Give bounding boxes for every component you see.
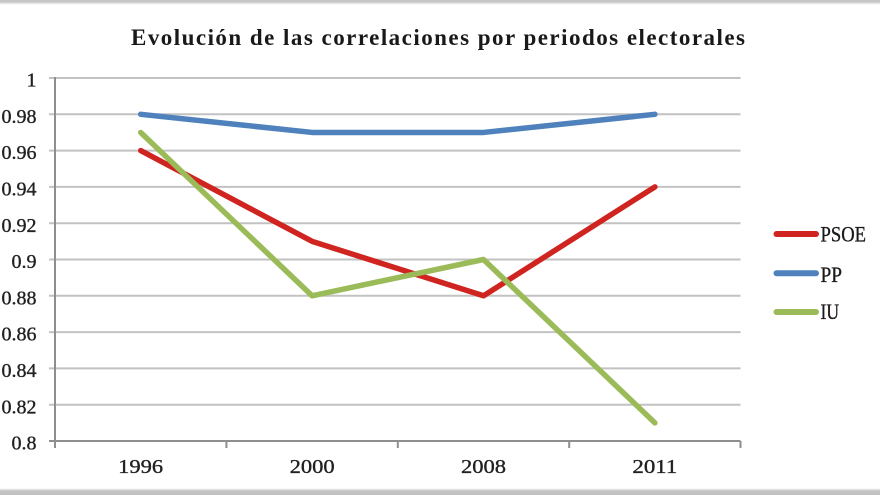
svg-text:PSOE: PSOE [821,221,867,246]
svg-text:0.82: 0.82 [2,396,37,418]
svg-text:PP: PP [821,262,843,287]
svg-text:IU: IU [821,299,840,324]
svg-text:1: 1 [27,70,37,92]
svg-text:0.98: 0.98 [2,106,37,128]
svg-text:0.8: 0.8 [12,433,37,455]
svg-text:2011: 2011 [632,456,677,478]
svg-text:Evolución de las correlaciones: Evolución de las correlaciones por perio… [131,25,745,50]
svg-text:2008: 2008 [461,456,506,478]
svg-text:0.92: 0.92 [2,215,37,237]
svg-text:0.94: 0.94 [2,179,37,201]
svg-text:0.88: 0.88 [2,287,37,309]
svg-text:0.9: 0.9 [12,251,37,273]
svg-text:1996: 1996 [118,456,163,478]
svg-text:0.86: 0.86 [2,324,37,346]
svg-text:2000: 2000 [290,456,335,478]
svg-text:0.96: 0.96 [2,142,37,164]
svg-text:0.84: 0.84 [2,360,37,382]
